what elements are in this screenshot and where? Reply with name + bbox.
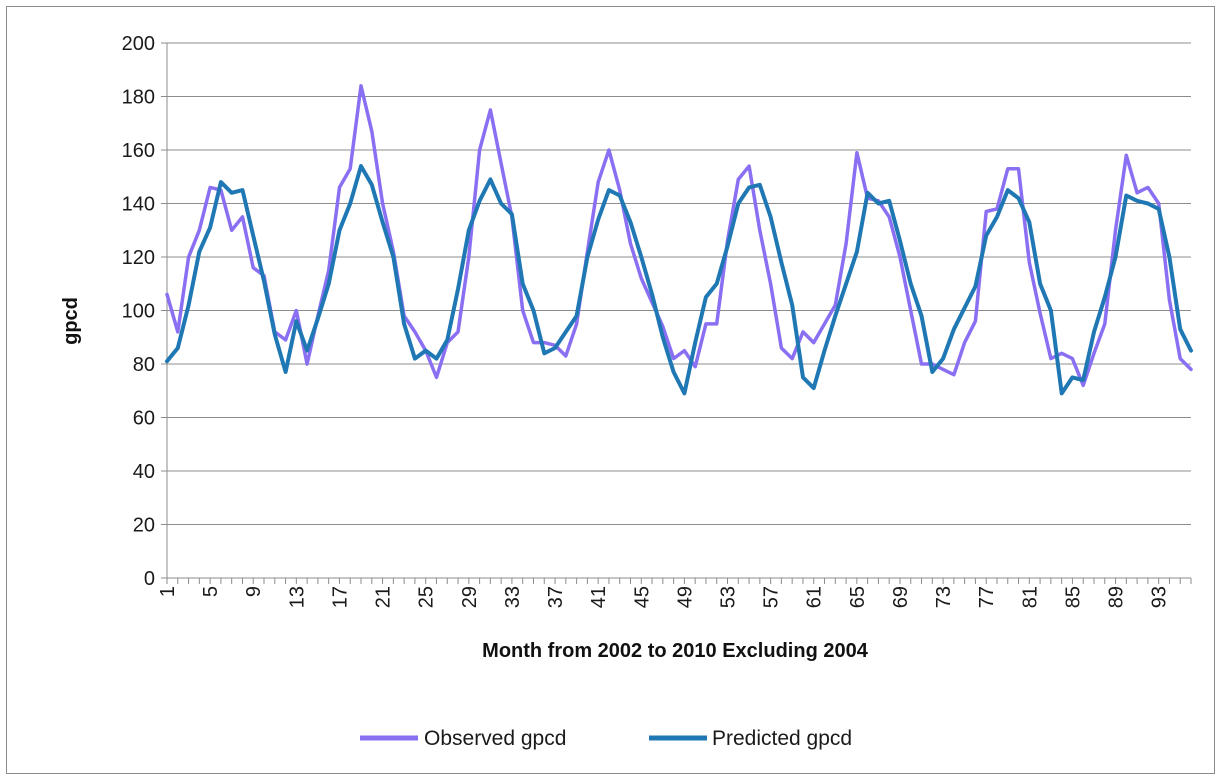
legend-label-observed: Observed gpcd — [424, 727, 566, 750]
x-tick-label-9: 9 — [243, 586, 265, 597]
x-tick-label-85: 85 — [1062, 586, 1084, 608]
x-tick-label-49: 49 — [674, 586, 696, 608]
y-tick-label-160: 160 — [122, 140, 155, 162]
legend: Observed gpcd Predicted gpcd — [360, 727, 852, 750]
x-tick-label-89: 89 — [1106, 586, 1128, 608]
y-tick-label-0: 0 — [144, 568, 155, 590]
y-tick-label-140: 140 — [122, 194, 155, 216]
legend-label-predicted: Predicted gpcd — [712, 727, 852, 750]
x-tick-label-29: 29 — [459, 586, 481, 608]
y-tick-label-20: 20 — [133, 515, 155, 537]
x-tick-label-53: 53 — [718, 586, 740, 608]
x-tick-label-37: 37 — [545, 586, 567, 608]
x-tick-label-81: 81 — [1019, 586, 1041, 608]
x-tick-label-45: 45 — [631, 586, 653, 608]
x-tick-label-33: 33 — [502, 586, 524, 608]
y-tick-label-200: 200 — [122, 33, 155, 55]
x-tick-label-65: 65 — [847, 586, 869, 608]
series-lines — [165, 84, 1193, 396]
gridlines — [167, 42, 1191, 525]
x-tick-label-57: 57 — [761, 586, 783, 608]
line-chart: 0 20 40 60 80 100 120 140 160 180 200 1 5 9 13 17 21 25 2… — [60, 33, 1193, 750]
x-tick-label-61: 61 — [804, 586, 826, 608]
series-line-predicted — [165, 164, 1193, 396]
x-tick-label-73: 73 — [933, 586, 955, 608]
y-tick-label-100: 100 — [122, 301, 155, 323]
series-line-observed — [165, 84, 1193, 388]
x-tick-label-17: 17 — [329, 586, 351, 608]
x-tick-label-77: 77 — [976, 586, 998, 608]
x-tick-label-69: 69 — [890, 586, 912, 608]
y-tick-label-80: 80 — [133, 354, 155, 376]
x-tick-label-1: 1 — [157, 586, 179, 597]
y-tick-label-180: 180 — [122, 87, 155, 109]
axes — [161, 42, 1192, 584]
y-tick-label-40: 40 — [133, 461, 155, 483]
y-tick-label-120: 120 — [122, 247, 155, 269]
x-tick-label-21: 21 — [373, 586, 395, 608]
x-tick-label-93: 93 — [1149, 586, 1171, 608]
x-tick-label-41: 41 — [588, 586, 610, 608]
chart-frame: 0 20 40 60 80 100 120 140 160 180 200 1 5 9 13 17 21 25 2… — [6, 6, 1215, 774]
y-tick-label-60: 60 — [133, 408, 155, 430]
x-tick-label-25: 25 — [416, 586, 438, 608]
y-axis-title: gpcd — [60, 297, 82, 345]
x-tick-label-13: 13 — [286, 586, 308, 608]
y-tick-labels: 0 20 40 60 80 100 120 140 160 180 200 — [122, 33, 155, 590]
x-tick-labels: 1 5 9 13 17 21 25 29 33 37 41 45 49 53 57 61 65 69 73 77 81 8… — [157, 586, 1171, 608]
x-axis-title: Month from 2002 to 2010 Excluding 2004 — [482, 640, 869, 662]
x-tick-label-5: 5 — [200, 586, 222, 597]
